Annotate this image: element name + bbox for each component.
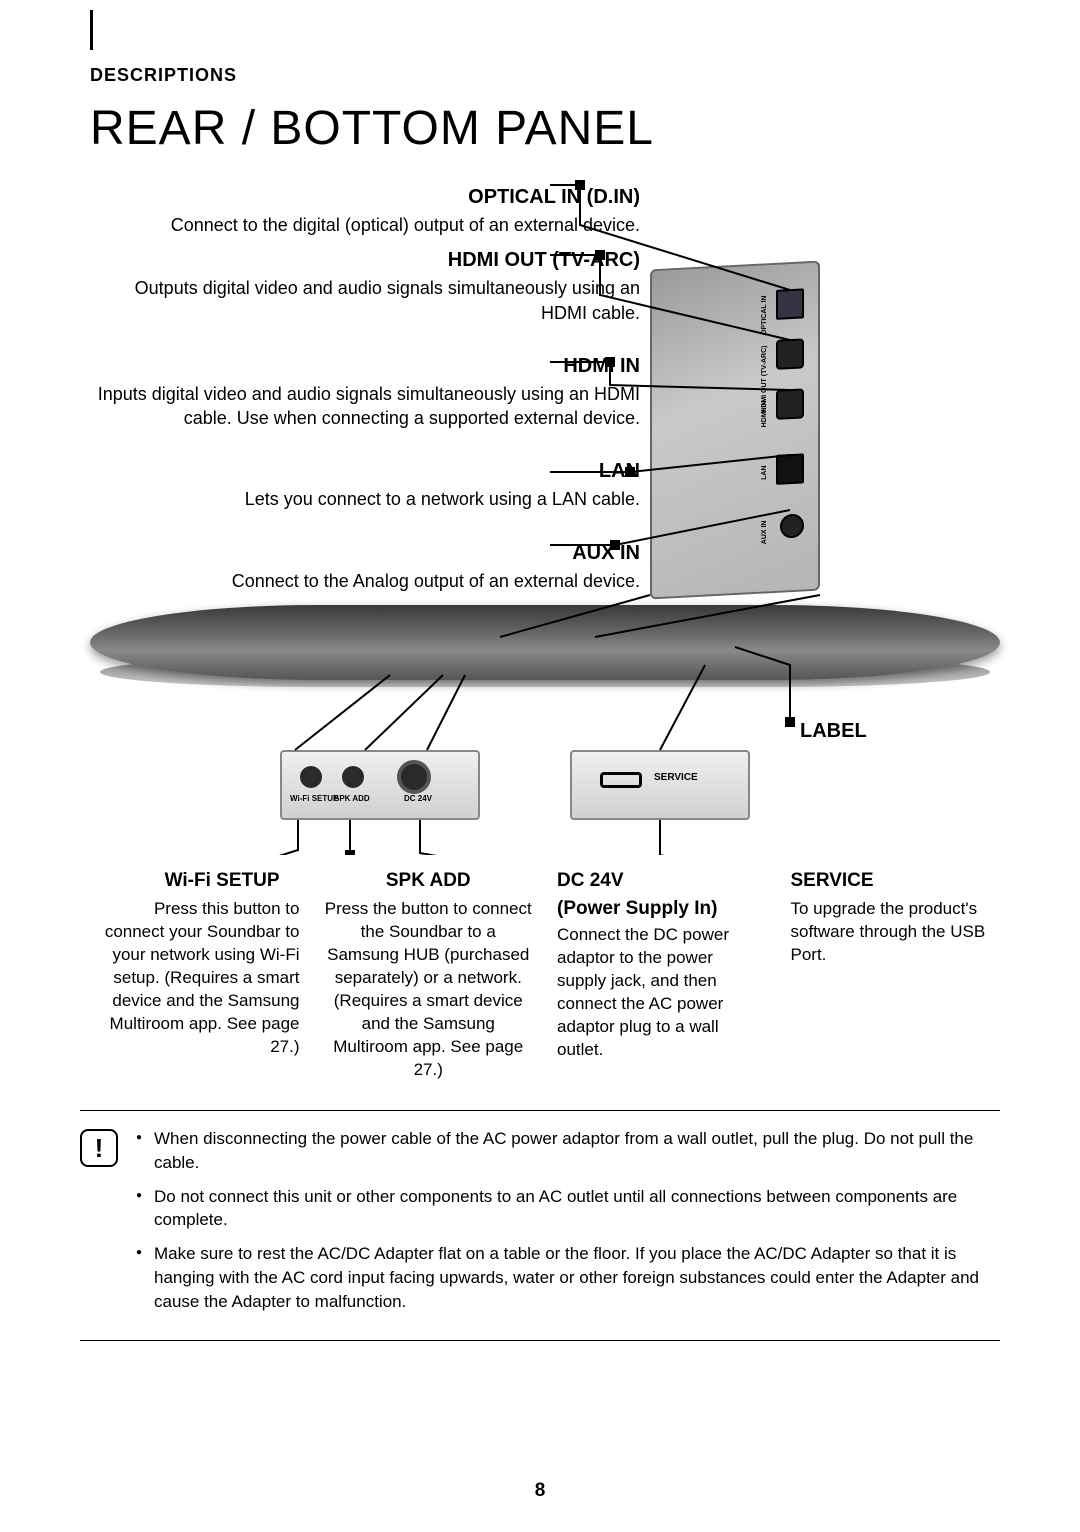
feature-service: SERVICE To upgrade the product's softwar… bbox=[791, 870, 1001, 1082]
wifi-setup-button-icon bbox=[300, 766, 322, 788]
warning-box: ! When disconnecting the power cable of … bbox=[80, 1110, 1000, 1341]
inset-buttons: Wi-Fi SETUP SPK ADD DC 24V bbox=[280, 750, 480, 820]
port-slot-aux bbox=[780, 513, 804, 538]
page-title: REAR / BOTTOM PANEL bbox=[90, 101, 1000, 156]
inset-service-label: SERVICE bbox=[654, 772, 698, 783]
feature-wifi-heading: Wi-Fi SETUP bbox=[90, 870, 300, 892]
document-page: DESCRIPTIONS REAR / BOTTOM PANEL OPTICAL… bbox=[0, 0, 1080, 1532]
warning-item: Make sure to rest the AC/DC Adapter flat… bbox=[136, 1242, 1000, 1313]
port-hdmi-out-desc: Outputs digital video and audio signals … bbox=[90, 276, 640, 325]
warning-item: Do not connect this unit or other compon… bbox=[136, 1185, 1000, 1233]
warning-list: When disconnecting the power cable of th… bbox=[126, 1127, 1000, 1324]
port-optical-desc: Connect to the digital (optical) output … bbox=[90, 213, 640, 237]
inset-service: SERVICE bbox=[570, 750, 750, 820]
feature-dc: DC 24V (Power Supply In) Connect the DC … bbox=[557, 870, 767, 1082]
port-optical: OPTICAL IN (D.IN) Connect to the digital… bbox=[90, 186, 1000, 237]
port-hdmi-out-heading: HDMI OUT (TV-ARC) bbox=[90, 249, 640, 272]
section-label: DESCRIPTIONS bbox=[90, 65, 1000, 86]
feature-dc-sub: (Power Supply In) bbox=[557, 898, 767, 920]
panel-label-aux: AUX IN bbox=[761, 520, 768, 544]
label-callout: LABEL bbox=[800, 720, 867, 743]
inset-label-dc: DC 24V bbox=[404, 794, 432, 803]
dc24v-jack-icon bbox=[397, 760, 431, 794]
port-lan-heading: LAN bbox=[90, 460, 640, 483]
soundbar-body bbox=[90, 605, 1000, 680]
port-optical-heading: OPTICAL IN (D.IN) bbox=[90, 186, 640, 209]
port-aux: AUX IN Connect to the Analog output of a… bbox=[90, 542, 1000, 593]
inset-label-wifi: Wi-Fi SETUP bbox=[290, 794, 338, 803]
feature-spk: SPK ADD Press the button to connect the … bbox=[324, 870, 534, 1082]
feature-spk-desc: Press the button to connect the Soundbar… bbox=[324, 898, 534, 1082]
feature-wifi-desc: Press this button to connect your Soundb… bbox=[90, 898, 300, 1059]
feature-spk-heading: SPK ADD bbox=[324, 870, 534, 892]
port-lan: LAN Lets you connect to a network using … bbox=[90, 460, 1000, 511]
inset-label-spk: SPK ADD bbox=[334, 794, 370, 803]
feature-dc-heading: DC 24V bbox=[557, 870, 767, 892]
features-row: Wi-Fi SETUP Press this button to connect… bbox=[90, 870, 1000, 1082]
feature-service-desc: To upgrade the product's software throug… bbox=[791, 898, 1001, 967]
port-hdmi-in: HDMI IN Inputs digital video and audio s… bbox=[90, 355, 1000, 431]
feature-dc-desc: Connect the DC power adaptor to the powe… bbox=[557, 924, 767, 1062]
port-hdmi-in-heading: HDMI IN bbox=[90, 355, 640, 378]
header-vertical-bar bbox=[90, 10, 93, 50]
port-aux-heading: AUX IN bbox=[90, 542, 640, 565]
port-lan-desc: Lets you connect to a network using a LA… bbox=[90, 487, 640, 511]
port-hdmi-out: HDMI OUT (TV-ARC) Outputs digital video … bbox=[90, 249, 1000, 325]
feature-service-heading: SERVICE bbox=[791, 870, 1001, 892]
feature-wifi: Wi-Fi SETUP Press this button to connect… bbox=[90, 870, 300, 1082]
soundbar-reflection bbox=[100, 657, 990, 687]
page-number: 8 bbox=[0, 1480, 1080, 1502]
port-hdmi-in-desc: Inputs digital video and audio signals s… bbox=[90, 382, 640, 431]
warning-item: When disconnecting the power cable of th… bbox=[136, 1127, 1000, 1175]
caution-icon: ! bbox=[80, 1127, 126, 1324]
spk-add-button-icon bbox=[342, 766, 364, 788]
service-port-icon bbox=[600, 772, 642, 788]
port-aux-desc: Connect to the Analog output of an exter… bbox=[90, 569, 640, 593]
